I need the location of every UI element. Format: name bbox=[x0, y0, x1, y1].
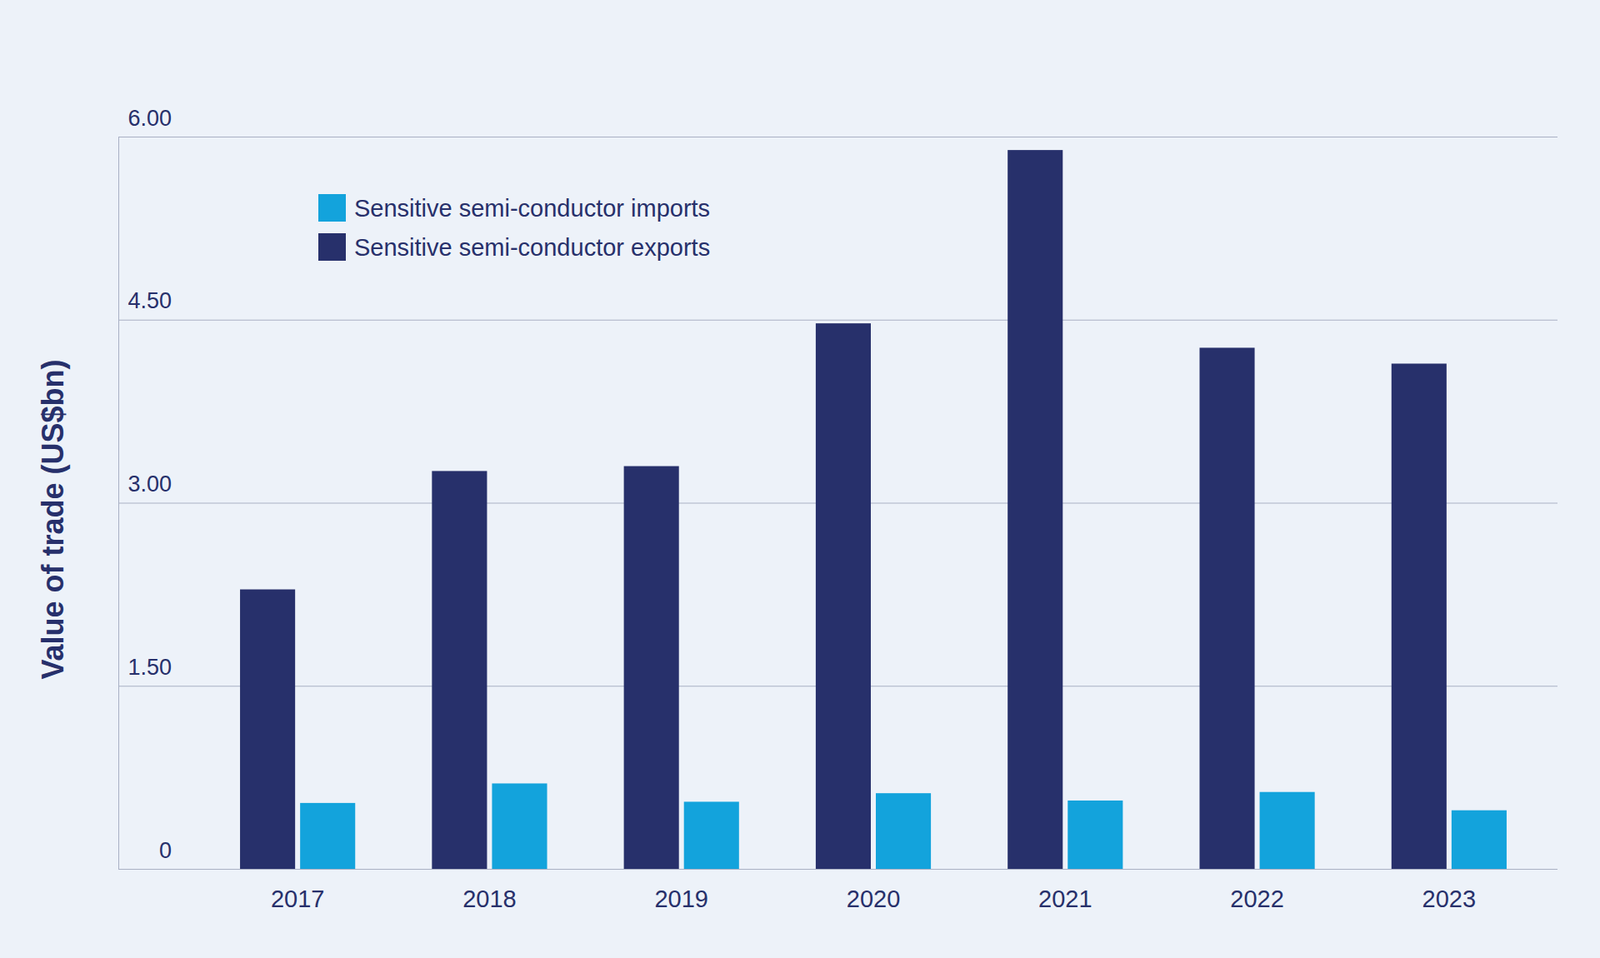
x-axis: 2017 2018 2019 2020 2021 2022 2023 bbox=[202, 869, 1546, 913]
y-tick-label: 4.50 bbox=[127, 288, 172, 314]
bar bbox=[815, 323, 871, 870]
y-tick-label: 3.00 bbox=[127, 471, 172, 497]
x-tick-label: 2023 bbox=[1422, 885, 1477, 913]
bar bbox=[240, 590, 295, 870]
legend: Sensitive semi-conductor imports Sensitiv… bbox=[318, 194, 710, 261]
x-tick: 2022 bbox=[1230, 869, 1285, 913]
legend-swatch bbox=[318, 233, 346, 261]
x-tick-label: 2021 bbox=[1038, 885, 1093, 913]
x-tick-label: 2020 bbox=[846, 885, 901, 913]
x-tick: 2019 bbox=[654, 869, 709, 913]
bar bbox=[1199, 347, 1255, 870]
x-tick: 2021 bbox=[1038, 869, 1093, 913]
bar bbox=[1067, 800, 1123, 870]
grid-line bbox=[118, 320, 1558, 321]
bars bbox=[240, 150, 1507, 870]
bar bbox=[875, 793, 931, 870]
x-tick-label: 2017 bbox=[270, 885, 325, 913]
bar bbox=[684, 801, 740, 870]
x-axis-line bbox=[202, 869, 1546, 870]
bar bbox=[624, 466, 680, 870]
x-tick: 2017 bbox=[270, 869, 325, 913]
y-tick: 6.00 bbox=[118, 105, 1558, 138]
bar bbox=[300, 803, 355, 870]
x-tick: 2023 bbox=[1422, 869, 1477, 913]
y-tick-label: 6.00 bbox=[127, 105, 172, 131]
grid-line bbox=[118, 869, 1558, 870]
bar bbox=[431, 470, 487, 870]
x-tick-label: 2018 bbox=[462, 885, 517, 913]
x-tick: 2018 bbox=[462, 869, 517, 913]
y-tick-label: 0 bbox=[159, 838, 172, 864]
bar bbox=[1007, 150, 1063, 870]
chart: 0 1.50 3.00 4.50 6.00 2017 2018 2019 2020 2021 202… bbox=[0, 0, 1600, 958]
y-tick: 4.50 bbox=[118, 288, 1558, 320]
legend-label: Sensitive semi-conductor exports bbox=[354, 234, 710, 261]
y-axis: 0 1.50 3.00 4.50 6.00 bbox=[118, 105, 1558, 870]
bar bbox=[1391, 363, 1447, 870]
legend-label: Sensitive semi-conductor imports bbox=[354, 195, 710, 222]
y-tick-label: 1.50 bbox=[127, 655, 172, 680]
x-tick: 2020 bbox=[846, 869, 901, 913]
bar bbox=[1260, 792, 1315, 870]
background bbox=[0, 0, 1600, 958]
legend-swatch bbox=[318, 194, 346, 222]
bar bbox=[1451, 810, 1507, 870]
x-tick-label: 2022 bbox=[1230, 885, 1285, 913]
grid-line bbox=[118, 136, 1558, 138]
x-tick-label: 2019 bbox=[654, 885, 709, 913]
bar bbox=[491, 783, 547, 870]
y-axis-title: Value of trade (US$bn) bbox=[35, 359, 70, 680]
